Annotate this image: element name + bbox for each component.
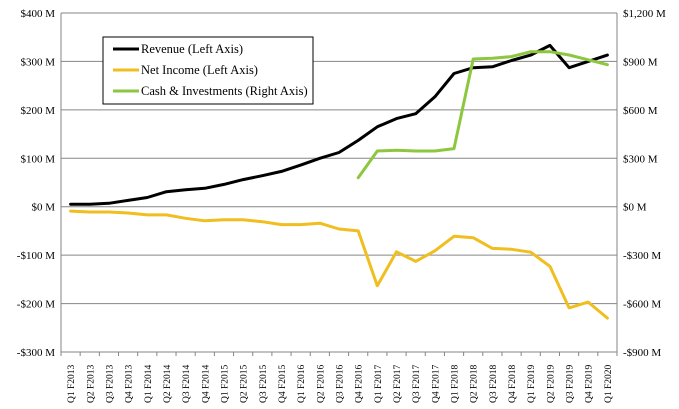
right-tick-label: -$300 M xyxy=(623,250,661,262)
x-tick-label: Q2 F2017 xyxy=(393,364,403,403)
left-tick-label: -$200 M xyxy=(17,299,55,311)
x-tick-label: Q3 F2015 xyxy=(259,364,269,403)
x-tick-label: Q4 F2017 xyxy=(431,364,441,403)
x-tick-label: Q4 F2016 xyxy=(355,364,365,403)
x-tick-label: Q4 F2013 xyxy=(125,364,135,403)
series-line-cash-investments-right-axis xyxy=(356,50,609,180)
series xyxy=(69,43,609,320)
x-tick-label: Q2 F2015 xyxy=(240,364,250,403)
legend: Revenue (Left Axis) Net Income (Left Axis… xyxy=(102,36,314,105)
left-tick-label: $400 M xyxy=(20,8,55,20)
series-line-revenue-left-axis xyxy=(69,43,609,206)
right-tick-label: $1,200 M xyxy=(623,8,666,20)
x-tick-label: Q1 F2018 xyxy=(451,364,461,403)
x-tick-label: Q3 F2018 xyxy=(489,364,499,403)
left-tick-label: $100 M xyxy=(20,153,55,165)
x-tick-label: Q1 F2015 xyxy=(220,364,230,403)
right-tick-label: -$600 M xyxy=(623,299,661,311)
x-tick-label: Q2 F2013 xyxy=(86,364,96,403)
x-tick-label: Q3 F2013 xyxy=(105,364,115,403)
x-tick-label: Q2 F2018 xyxy=(470,364,480,403)
left-axis-ticks: $400 M $300 M $200 M $100 M $0 M -$100 M -$200… xyxy=(17,8,55,359)
right-axis-ticks: $1,200 M $900 M $600 M $300 M $0 M -$300 M -$6… xyxy=(623,8,666,359)
x-tick-label: Q1 F2014 xyxy=(144,364,154,403)
x-tick-label: Q4 F2019 xyxy=(585,364,595,403)
left-tick-label: -$300 M xyxy=(17,347,55,359)
x-tick-label: Q3 F2019 xyxy=(566,364,576,403)
x-tick-label: Q3 F2016 xyxy=(336,364,346,403)
x-tick-label: Q3 F2014 xyxy=(182,364,192,403)
left-tick-label: $0 M xyxy=(31,202,55,214)
x-tick-label: Q1 F2013 xyxy=(67,364,77,403)
legend-label: Cash & Investments (Right Axis) xyxy=(141,84,308,98)
legend-label: Revenue (Left Axis) xyxy=(141,42,243,56)
right-tick-label: $600 M xyxy=(623,105,658,117)
left-tick-label: $200 M xyxy=(20,105,55,117)
x-tick-label: Q1 F2016 xyxy=(297,364,307,403)
left-tick-label: -$100 M xyxy=(17,250,55,262)
x-tick-label: Q2 F2014 xyxy=(163,364,173,403)
x-tick-label: Q3 F2017 xyxy=(412,364,422,403)
x-tick-label: Q1 F2019 xyxy=(527,364,537,403)
series-line-net-income-left-axis xyxy=(69,209,609,320)
x-tick-label: Q4 F2018 xyxy=(508,364,518,403)
right-tick-label: -$900 M xyxy=(623,347,661,359)
right-tick-label: $900 M xyxy=(623,56,658,68)
right-tick-label: $300 M xyxy=(623,153,658,165)
right-tick-label: $0 M xyxy=(623,202,647,214)
x-tick-label: Q4 F2014 xyxy=(201,364,211,403)
x-tick-label: Q2 F2016 xyxy=(316,364,326,403)
x-tick-label: Q1 F2017 xyxy=(374,364,384,403)
x-tick-label: Q1 F2020 xyxy=(604,364,614,403)
x-tick-label: Q4 F2015 xyxy=(278,364,288,403)
left-tick-label: $300 M xyxy=(20,56,55,68)
legend-label: Net Income (Left Axis) xyxy=(141,63,258,77)
x-axis-ticks: Q1 F2013 Q2 F2013 Q3 F2013 Q4 F2013 Q1 F2014… xyxy=(67,364,614,403)
x-tick-label: Q2 F2019 xyxy=(546,364,556,403)
